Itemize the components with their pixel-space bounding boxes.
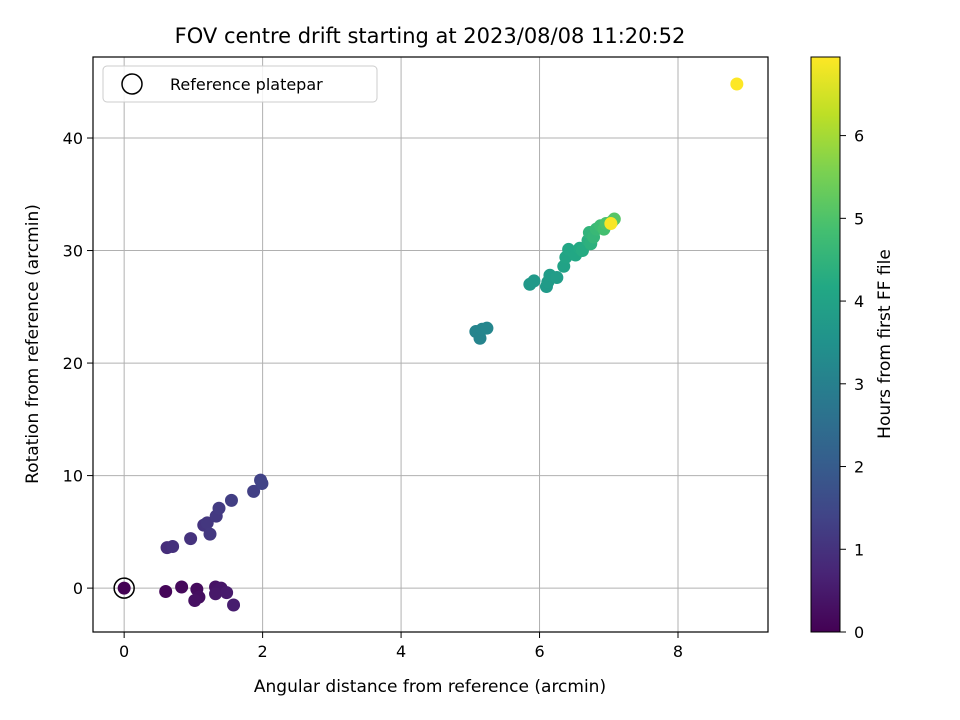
colorbar-tick-label: 3 (854, 375, 864, 394)
data-point (203, 527, 217, 541)
y-axis-label: Rotation from reference (arcmin) (23, 204, 43, 484)
data-point (220, 586, 234, 600)
data-point (604, 217, 618, 231)
data-point (480, 321, 494, 335)
colorbar-tick-label: 6 (854, 127, 864, 146)
legend-label: Reference platepar (170, 75, 323, 94)
y-axis-ticks: 0 10 20 30 40 (63, 129, 93, 598)
data-point (188, 593, 202, 607)
data-point (255, 476, 269, 490)
y-tick-label: 0 (73, 579, 83, 598)
legend: Reference platepar (102, 65, 378, 103)
colorbar-ticks: 0 1 2 3 4 5 6 (840, 127, 864, 642)
reference-marker (113, 577, 135, 599)
data-point (730, 77, 744, 91)
y-tick-label: 40 (63, 129, 83, 148)
data-point (209, 587, 223, 601)
x-axis-ticks: 0 2 4 6 8 (119, 632, 683, 661)
x-tick-label: 8 (673, 642, 683, 661)
x-axis-label: Angular distance from reference (arcmin) (254, 677, 606, 697)
plot-frame (92, 56, 769, 633)
data-point (184, 532, 198, 546)
colorbar-gradient (810, 56, 841, 633)
chart-title: FOV centre drift starting at 2023/08/08 … (175, 24, 686, 48)
data-point (224, 493, 238, 507)
data-point (117, 581, 131, 595)
x-tick-label: 2 (258, 642, 268, 661)
legend-box (102, 65, 378, 103)
data-point (527, 274, 541, 288)
x-tick-label: 6 (534, 642, 544, 661)
data-point (227, 598, 241, 612)
data-points (117, 77, 744, 612)
y-tick-label: 10 (63, 467, 83, 486)
data-point (159, 584, 173, 598)
grid-lines (93, 57, 768, 632)
colorbar-tick-label: 0 (854, 623, 864, 642)
data-point (175, 580, 189, 594)
y-tick-label: 20 (63, 354, 83, 373)
y-tick-label: 30 (63, 242, 83, 261)
x-tick-label: 4 (396, 642, 406, 661)
x-tick-label: 0 (119, 642, 129, 661)
colorbar-tick-label: 5 (854, 209, 864, 228)
data-point (212, 501, 226, 515)
data-point (200, 516, 214, 530)
data-point (550, 271, 564, 285)
colorbar-tick-label: 1 (854, 540, 864, 559)
legend-open-circle-icon (121, 73, 143, 95)
colorbar: 0 1 2 3 4 5 6 Hours from first FF file (810, 56, 895, 642)
reference-open-circle (113, 577, 135, 599)
colorbar-tick-label: 4 (854, 292, 864, 311)
colorbar-tick-label: 2 (854, 458, 864, 477)
data-point (247, 484, 261, 498)
colorbar-label: Hours from first FF file (875, 249, 895, 439)
data-point (166, 539, 180, 553)
